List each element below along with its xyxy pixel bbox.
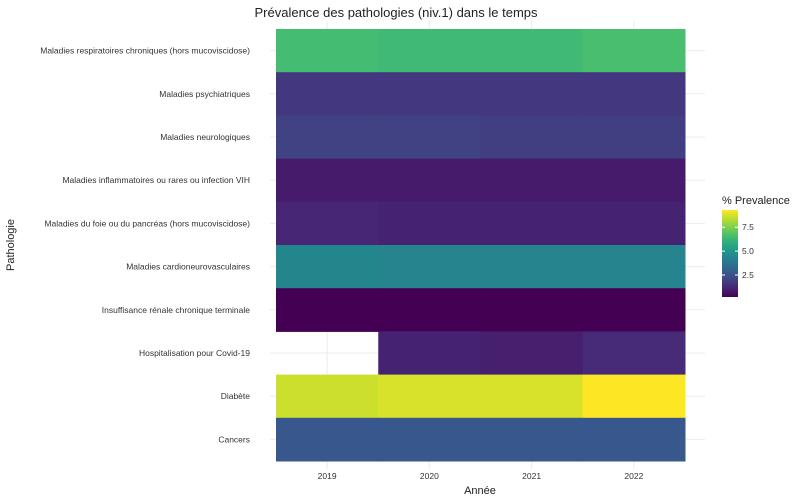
heatmap-cell [582,245,686,289]
heatmap-cell [582,115,686,160]
y-tick-label: Maladies inflammatoires ou rares ou infe… [62,175,250,185]
heatmap-cell [480,29,584,73]
legend-colorbar [722,210,738,297]
heatmap-cell [582,417,686,462]
heatmap-cell [480,374,584,419]
heatmap-cell [582,374,686,419]
heatmap-cells [276,29,686,462]
y-tick-label: Diabète [221,391,251,401]
heatmap-cell [276,417,379,462]
y-tick-label: Cancers [218,434,250,444]
x-tick-labels: 2019 2020 2021 2022 [318,471,644,481]
heatmap-cell [378,245,481,289]
heatmap-cell [276,374,379,419]
heatmap-cell [276,201,379,246]
y-tick-labels: Maladies respiratoires chroniques (hors … [40,46,250,445]
legend: % Prevalence 2.5 5.0 7.5 [722,195,790,297]
heatmap-cell [582,331,686,376]
heatmap-cell [378,158,481,203]
heatmap-cell [480,417,584,462]
heatmap-cell [378,115,481,160]
heatmap-cell [378,331,481,376]
x-tick-label: 2019 [318,471,337,481]
y-tick-label: Maladies psychiatriques [159,89,250,99]
y-tick-label: Insuffisance rénale chronique terminale [102,305,250,315]
heatmap-cell [480,331,584,376]
heatmap-cell [582,288,686,332]
y-tick-label: Maladies cardioneurovasculaires [126,262,250,272]
heatmap-cell [276,288,379,332]
chart-title: Prévalence des pathologies (niv.1) dans … [254,5,538,20]
heatmap-cell [480,115,584,160]
heatmap-cell [378,417,481,462]
x-axis-title: Année [464,485,496,497]
heatmap-cell [582,201,686,246]
heatmap-cell [582,158,686,203]
heatmap-cell [378,201,481,246]
y-tick-label: Hospitalisation pour Covid-19 [139,348,250,358]
y-tick-label: Maladies neurologiques [160,132,250,142]
heatmap-cell [480,245,584,289]
legend-tick-label: 5.0 [742,246,754,256]
x-tick-label: 2022 [624,471,643,481]
heatmap-cell [582,72,686,116]
heatmap-cell [480,288,584,332]
heatmap-cell [276,245,379,289]
y-axis-title: Pathologie [5,219,17,271]
legend-tick-label: 2.5 [742,270,754,280]
legend-tick-label: 7.5 [742,222,754,232]
heatmap-cell [582,29,686,73]
y-tick-label: Maladies du foie ou du pancréas (hors mu… [44,218,250,228]
legend-title: % Prevalence [722,195,790,207]
heatmap-cell [378,374,481,419]
x-tick-label: 2020 [420,471,439,481]
heatmap-cell [276,158,379,203]
y-tick-label: Maladies respiratoires chroniques (hors … [40,46,250,56]
heatmap-cell [378,288,481,332]
heatmap-cell [276,115,379,160]
heatmap-cell [480,72,584,116]
heatmap-cell [276,72,379,116]
heatmap-cell [480,158,584,203]
heatmap-cell [276,29,379,73]
heatmap-cell [378,72,481,116]
x-tick-label: 2021 [522,471,541,481]
legend-ticks: 2.5 5.0 7.5 [722,222,754,280]
heatmap-cell [480,201,584,246]
heatmap-cell [378,29,481,73]
